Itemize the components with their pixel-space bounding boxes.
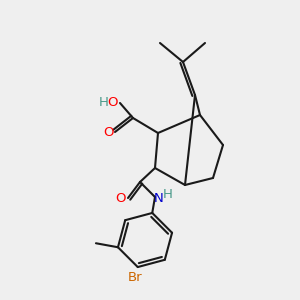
Text: H: H — [99, 95, 109, 109]
Text: O: O — [116, 193, 126, 206]
Text: H: H — [163, 188, 173, 202]
Text: O: O — [108, 97, 118, 110]
Text: Br: Br — [128, 271, 142, 284]
Text: N: N — [154, 191, 164, 205]
Text: O: O — [103, 125, 113, 139]
